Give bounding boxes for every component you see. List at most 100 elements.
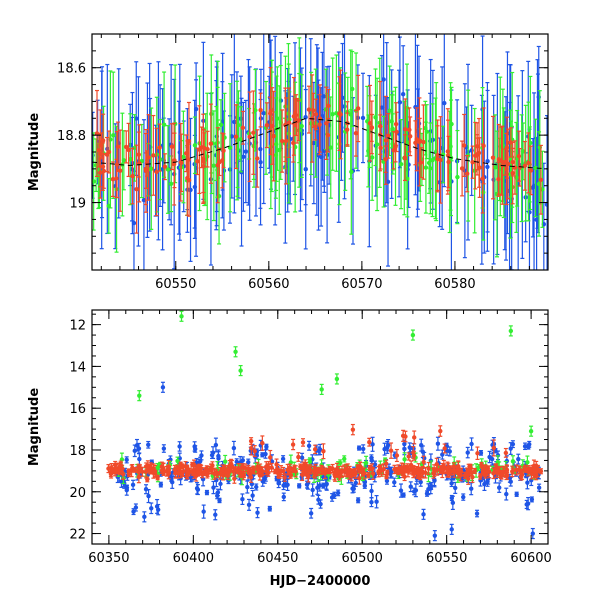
blue-point bbox=[254, 483, 259, 491]
blue-point bbox=[161, 444, 167, 453]
blue-point bbox=[308, 507, 314, 519]
red-point bbox=[403, 430, 408, 443]
x-tick-label: 60550 bbox=[426, 551, 467, 566]
green-point bbox=[423, 121, 429, 214]
red-point bbox=[124, 130, 129, 164]
red-point bbox=[169, 123, 175, 171]
blue-point bbox=[522, 442, 528, 451]
blue-point bbox=[249, 479, 255, 489]
blue-point bbox=[516, 453, 521, 465]
green-point bbox=[366, 114, 371, 188]
blue-point bbox=[315, 480, 320, 495]
red-point bbox=[528, 145, 534, 196]
blue-point bbox=[465, 446, 470, 459]
red-point bbox=[112, 468, 118, 477]
red-point bbox=[130, 463, 135, 472]
red-point bbox=[199, 464, 204, 473]
blue-point bbox=[303, 34, 308, 206]
red-point bbox=[405, 465, 411, 478]
red-point bbox=[205, 465, 210, 475]
blue-point bbox=[149, 502, 154, 515]
red-point bbox=[228, 458, 234, 470]
blue-point bbox=[485, 89, 490, 233]
blue-point bbox=[250, 489, 255, 502]
red-point bbox=[394, 448, 400, 463]
red-point bbox=[322, 467, 328, 480]
red-point bbox=[499, 126, 504, 196]
red-point bbox=[476, 117, 482, 188]
red-point bbox=[311, 465, 316, 478]
red-point bbox=[279, 109, 285, 173]
red-point bbox=[321, 443, 326, 460]
red-point bbox=[263, 467, 269, 476]
blue-point bbox=[204, 489, 210, 496]
red-point bbox=[296, 452, 301, 462]
blue-point bbox=[281, 492, 286, 502]
red-point bbox=[333, 468, 339, 477]
bottom-x-axis-title: HJD−2400000 bbox=[270, 574, 371, 589]
red-point bbox=[470, 145, 475, 179]
bottom-y-axis-title: Magnitude bbox=[27, 388, 42, 467]
red-point bbox=[446, 135, 451, 189]
red-point bbox=[287, 463, 292, 475]
red-point bbox=[144, 150, 150, 177]
red-point bbox=[192, 470, 197, 479]
red-point bbox=[239, 467, 245, 479]
red-point bbox=[514, 464, 519, 476]
top-panel: 60550 60560 60570 60580 18.6 18.8 19 Magnitude bbox=[27, 33, 549, 292]
blue-point bbox=[124, 484, 129, 496]
blue-point bbox=[143, 484, 149, 495]
bottom-axes: 60350 60400 60450 60500 60550 60600 12 14 16 18 20… bbox=[69, 310, 552, 566]
red-point bbox=[185, 464, 190, 471]
green-point bbox=[430, 103, 435, 218]
red-point bbox=[205, 130, 210, 168]
blue-point bbox=[361, 444, 366, 454]
blue-point bbox=[261, 34, 266, 205]
red-point bbox=[144, 152, 149, 189]
red-point bbox=[432, 467, 437, 477]
red-point bbox=[233, 104, 239, 170]
blue-point bbox=[544, 114, 548, 270]
red-point bbox=[214, 471, 220, 479]
red-point bbox=[293, 465, 298, 478]
red-point bbox=[212, 467, 217, 480]
x-tick-label: 60450 bbox=[257, 551, 298, 566]
red-point bbox=[442, 443, 447, 454]
blue-point bbox=[131, 508, 136, 516]
red-point bbox=[473, 121, 478, 190]
red-point bbox=[290, 438, 296, 451]
red-point bbox=[385, 469, 390, 476]
red-point bbox=[306, 85, 312, 134]
red-point bbox=[459, 140, 465, 197]
red-point bbox=[145, 476, 150, 483]
red-point bbox=[110, 161, 116, 198]
red-point bbox=[210, 461, 215, 470]
red-point bbox=[386, 113, 391, 159]
red-point bbox=[418, 147, 424, 179]
red-point bbox=[523, 464, 528, 473]
red-point bbox=[215, 127, 220, 204]
red-point bbox=[201, 128, 206, 194]
blue-point bbox=[356, 445, 362, 451]
x-tick-label: 60580 bbox=[434, 277, 475, 292]
blue-point bbox=[469, 437, 474, 451]
blue-outlier-point bbox=[449, 523, 454, 535]
red-point bbox=[327, 466, 333, 474]
blue-point bbox=[525, 475, 530, 490]
red-point bbox=[360, 470, 366, 477]
green-point bbox=[510, 455, 516, 468]
red-point bbox=[313, 113, 318, 141]
red-point bbox=[259, 467, 265, 475]
green-point bbox=[440, 125, 446, 184]
blue-point bbox=[449, 494, 455, 502]
red-point bbox=[145, 463, 150, 471]
green-point bbox=[330, 57, 335, 171]
bottom-plot-frame bbox=[91, 309, 549, 545]
red-point bbox=[445, 466, 450, 478]
blue-point bbox=[240, 493, 245, 506]
blue-point bbox=[525, 496, 531, 511]
red-point bbox=[252, 445, 257, 458]
blue-point bbox=[310, 483, 315, 497]
red-point bbox=[246, 466, 251, 473]
blue-point bbox=[154, 498, 160, 514]
